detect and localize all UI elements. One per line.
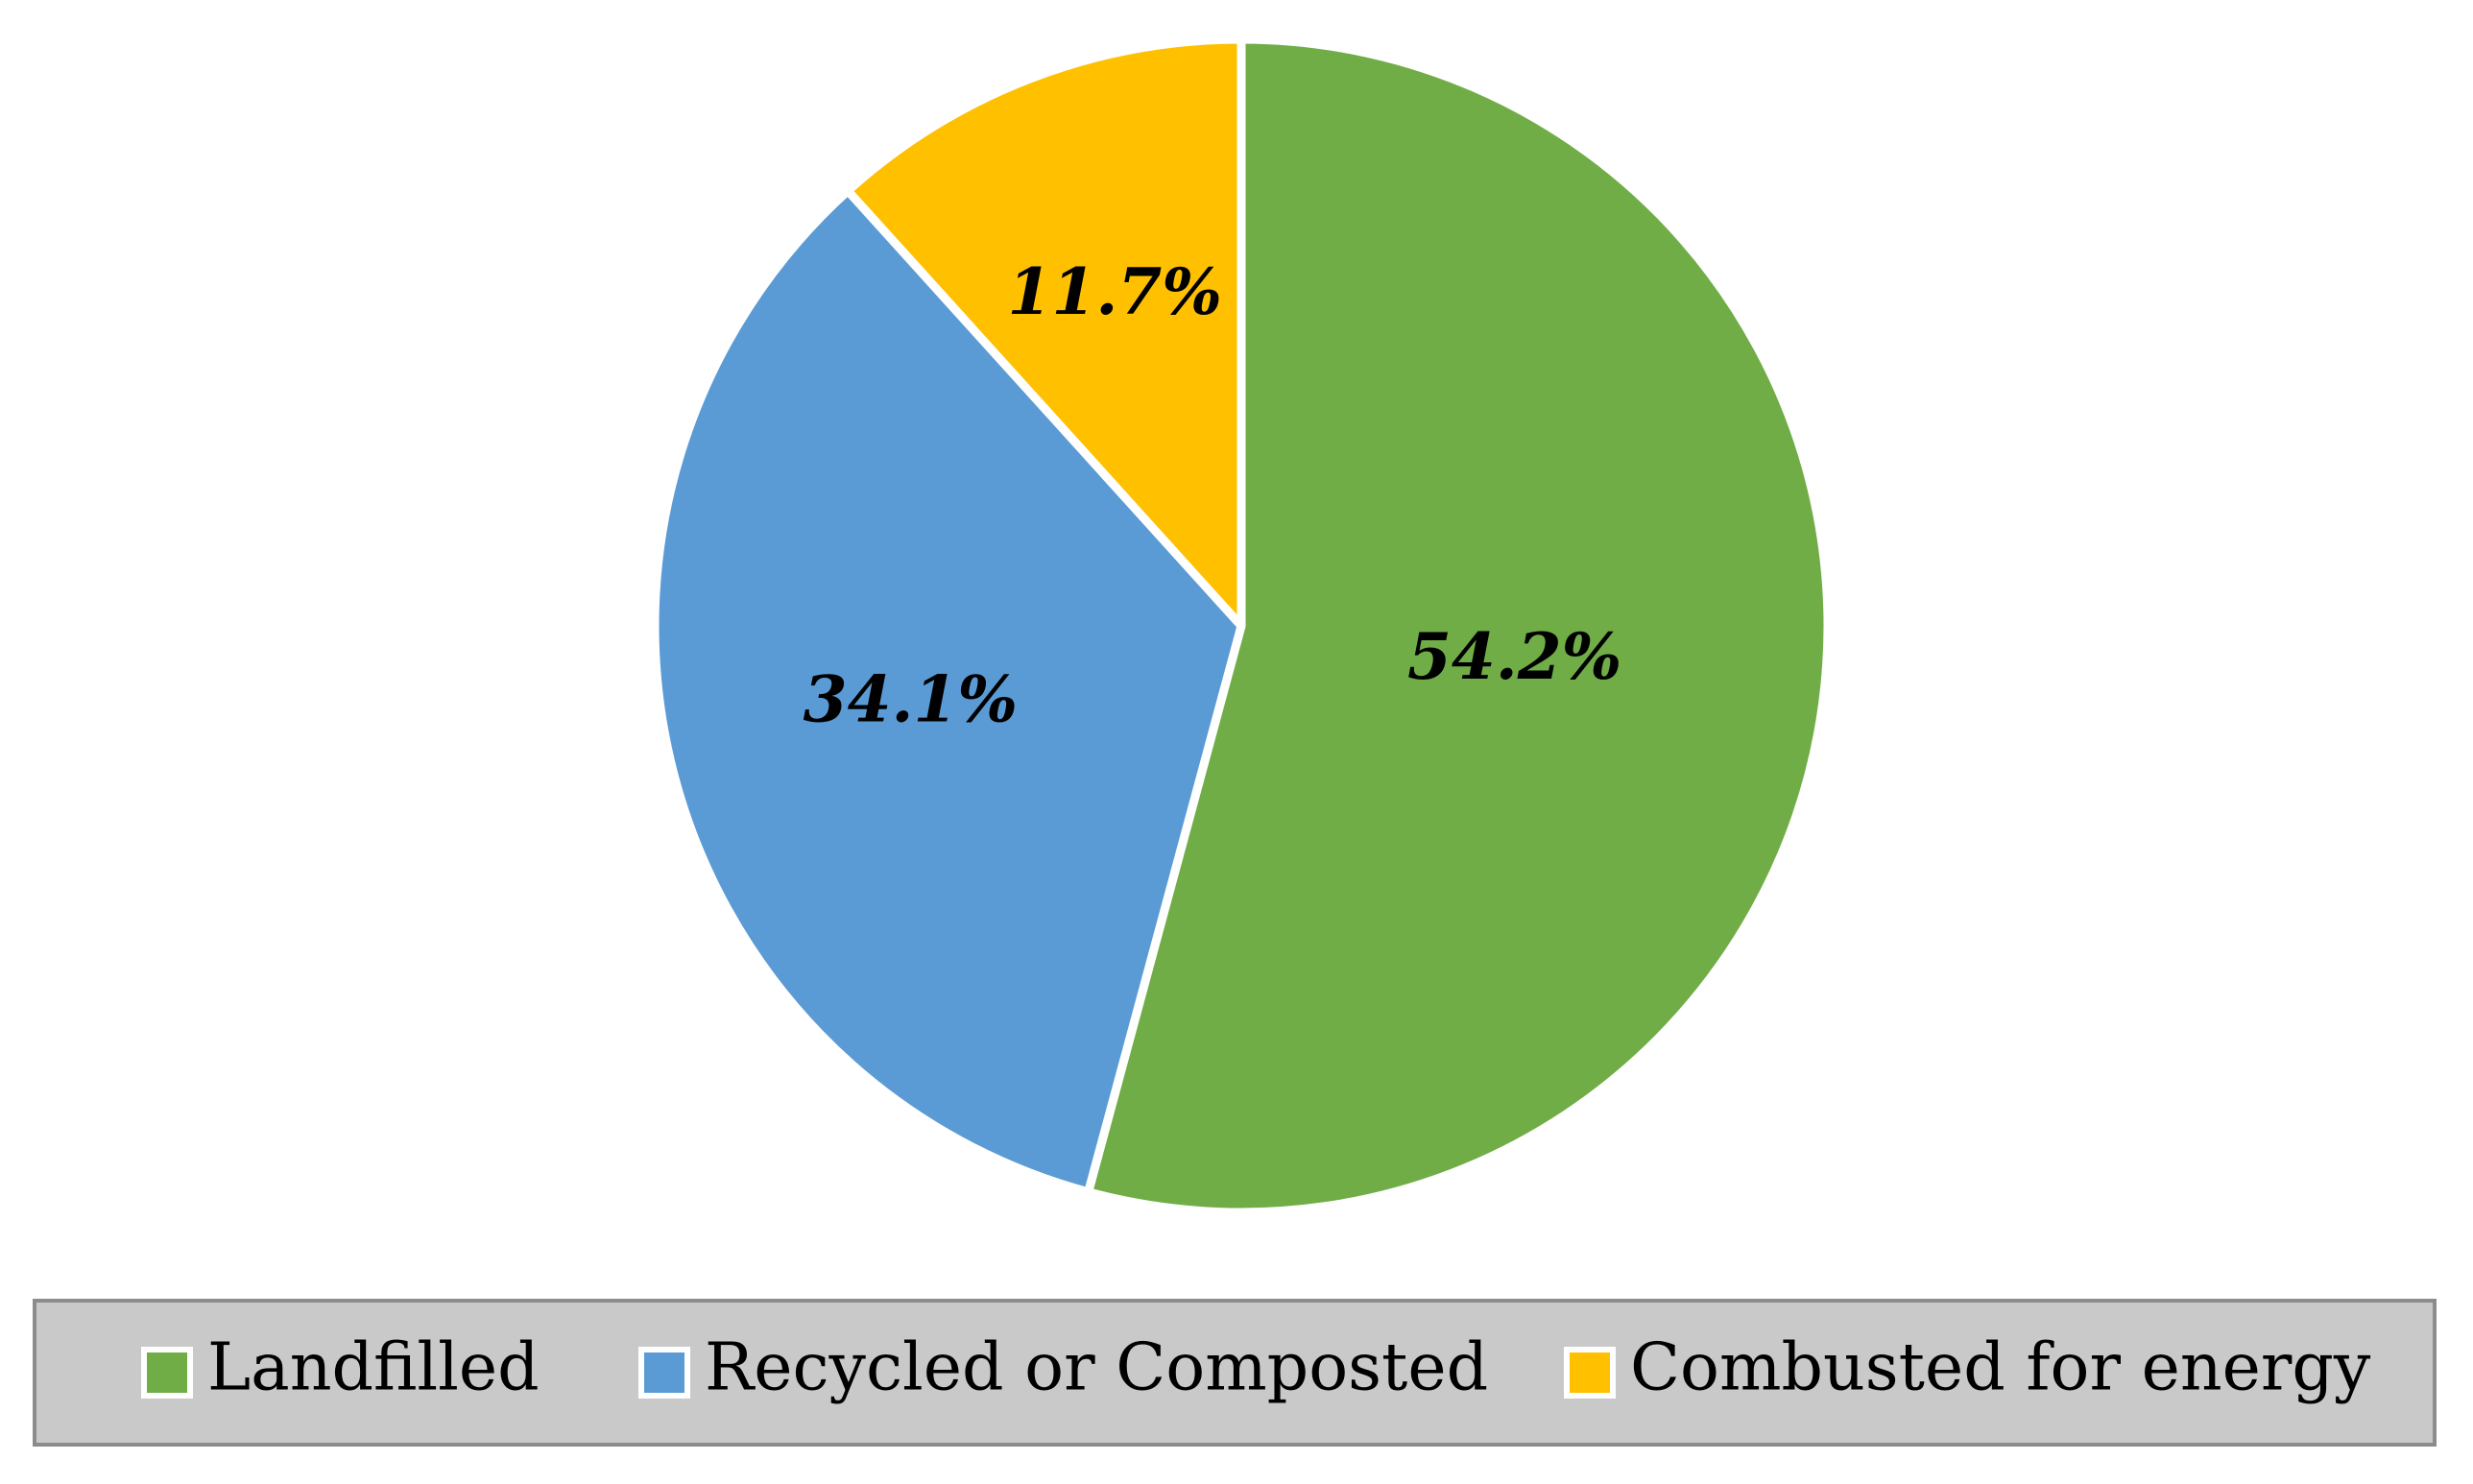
pie-slices: [650, 35, 1833, 1217]
legend-marker-recycled-or-composted: [638, 1347, 690, 1399]
legend-label-combusted-for-energy: Combusted for energy: [1630, 1330, 2371, 1406]
legend-marker-combusted-for-energy: [1564, 1347, 1616, 1399]
legend: Landfilled Recycled or Composted Combusted…: [33, 1299, 2437, 1447]
pie-slice-combusted-for-energy: [843, 35, 1246, 631]
data-label-combusted-for-energy: 11.7%: [1008, 254, 1222, 329]
legend-label-landfilled: Landfilled: [207, 1330, 540, 1406]
legend-marker-landfilled: [141, 1347, 193, 1399]
data-label-recycled-or-composted: 34.1%: [804, 662, 1018, 737]
pie-slice-landfilled: [1084, 35, 1833, 1217]
legend-items: Landfilled Recycled or Composted Combusted…: [141, 1330, 2371, 1406]
legend-label-recycled-or-composted: Recycled or Composted: [705, 1330, 1488, 1406]
pie-slice-recycled-or-composted: [650, 186, 1246, 1197]
legend-box: [33, 1299, 2437, 1447]
pie-data-labels: 54.2% 34.1% 11.7%: [804, 254, 1622, 737]
data-label-landfilled: 54.2%: [1407, 619, 1621, 694]
